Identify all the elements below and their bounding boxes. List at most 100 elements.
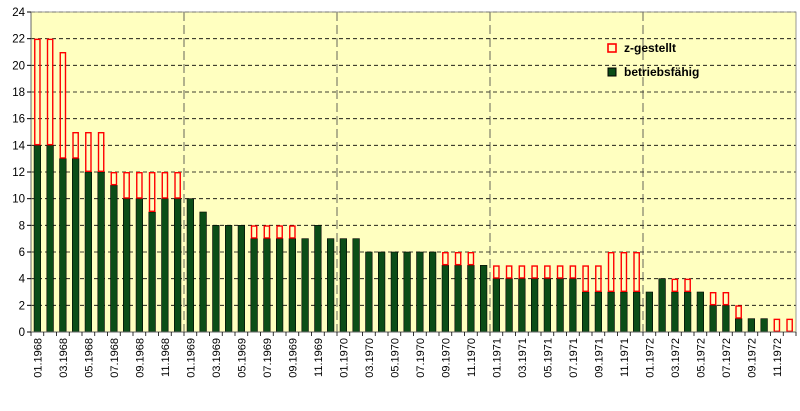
bar-betriebsfaehig <box>403 251 411 333</box>
bar-betriebsfaehig <box>225 225 233 333</box>
bar-betriebsfaehig <box>135 198 143 333</box>
bar-z-gestellt <box>174 171 181 199</box>
bar-betriebsfaehig <box>480 265 488 333</box>
bar-betriebsfaehig <box>390 251 398 333</box>
bar-betriebsfaehig <box>46 145 54 333</box>
y-tick-label: 18 <box>12 87 25 99</box>
bar-betriebsfaehig <box>327 238 335 333</box>
bar-betriebsfaehig <box>569 278 577 333</box>
bar-betriebsfaehig <box>288 238 296 333</box>
bar-z-gestellt <box>556 265 564 279</box>
bar-z-gestellt <box>276 225 283 239</box>
x-tick-label: 07.1969 <box>262 338 274 378</box>
bar-z-gestellt <box>684 278 691 293</box>
legend-swatch-z-gestellt <box>607 43 617 53</box>
bar-z-gestellt <box>123 171 130 199</box>
x-tick-label: 07.1970 <box>415 338 427 378</box>
x-tick-label: 01.1971 <box>491 338 503 378</box>
bar-z-gestellt <box>148 171 156 212</box>
bar-z-gestellt <box>518 265 526 279</box>
x-tick-label: 09.1972 <box>746 338 758 378</box>
bar-betriebsfaehig <box>365 251 373 333</box>
x-tick-label: 07.1972 <box>721 338 733 378</box>
bar-betriebsfaehig <box>492 278 500 333</box>
y-tick-label: 4 <box>19 274 26 286</box>
bar-z-gestellt <box>671 278 679 293</box>
bar-betriebsfaehig <box>174 198 182 333</box>
bar-betriebsfaehig <box>59 158 67 333</box>
bar-betriebsfaehig <box>684 291 692 333</box>
bar-betriebsfaehig <box>696 291 704 333</box>
bar-betriebsfaehig <box>454 265 462 333</box>
y-tick-label: 6 <box>19 247 25 259</box>
bar-betriebsfaehig <box>110 185 118 333</box>
bar-z-gestellt <box>59 52 67 159</box>
x-tick-label: 09.1971 <box>593 338 605 378</box>
bar-z-gestellt <box>582 265 589 292</box>
y-tick-label: 14 <box>12 140 25 152</box>
bar-betriebsfaehig <box>722 305 730 333</box>
bar-betriebsfaehig <box>148 211 156 333</box>
bar-betriebsfaehig <box>263 238 271 333</box>
bar-betriebsfaehig <box>607 291 615 333</box>
legend-label-z-gestellt: z-gestellt <box>624 41 676 55</box>
y-tick-label: 24 <box>12 7 25 19</box>
legend-swatch-betriebsfaehig <box>607 67 617 77</box>
bar-betriebsfaehig <box>33 145 41 333</box>
x-tick-label: 03.1969 <box>211 338 223 378</box>
x-tick-label: 05.1970 <box>389 338 401 378</box>
x-tick-label: 11.1969 <box>313 338 325 377</box>
x-tick-label: 09.1968 <box>134 338 146 378</box>
x-tick-label: 11.1972 <box>772 338 784 377</box>
bar-z-gestellt <box>607 251 615 292</box>
bar-betriebsfaehig <box>352 238 360 333</box>
bar-z-gestellt <box>467 251 475 266</box>
x-tick-label: 09.1969 <box>287 338 299 378</box>
bar-betriebsfaehig <box>161 198 169 333</box>
bar-betriebsfaehig <box>709 305 717 333</box>
x-tick-label: 03.1970 <box>364 338 376 378</box>
bar-z-gestellt <box>722 292 730 306</box>
bar-z-gestellt <box>263 225 271 239</box>
x-tick-label: 09.1970 <box>440 338 452 378</box>
bar-betriebsfaehig <box>760 318 768 333</box>
bar-betriebsfaehig <box>582 291 590 333</box>
bar-z-gestellt <box>289 225 296 239</box>
bar-betriebsfaehig <box>633 291 641 333</box>
bar-betriebsfaehig <box>97 171 105 333</box>
x-tick-label: 03.1968 <box>58 338 70 378</box>
bar-z-gestellt <box>595 265 602 292</box>
x-tick-label: 07.1968 <box>109 338 121 378</box>
bar-betriebsfaehig <box>556 278 564 333</box>
x-tick-label: 01.1970 <box>338 338 350 378</box>
bar-z-gestellt <box>97 131 105 172</box>
bar-betriebsfaehig <box>339 238 347 333</box>
bar-betriebsfaehig <box>594 291 602 333</box>
bar-betriebsfaehig <box>212 225 220 333</box>
y-tick-label: 12 <box>12 167 25 179</box>
bar-betriebsfaehig <box>314 225 322 333</box>
bar-betriebsfaehig <box>620 291 628 333</box>
bar-z-gestellt <box>34 38 41 146</box>
y-tick-label: 0 <box>19 327 25 339</box>
bar-betriebsfaehig <box>123 198 131 333</box>
bar-betriebsfaehig <box>199 211 207 333</box>
y-tick-label: 16 <box>12 114 25 126</box>
bar-z-gestellt <box>250 225 258 239</box>
legend: z-gestellt betriebsfähig <box>607 41 699 79</box>
bar-betriebsfaehig <box>378 251 386 333</box>
y-tick-label: 10 <box>12 194 25 206</box>
bar-z-gestellt <box>454 251 462 266</box>
bar-z-gestellt <box>493 265 500 279</box>
x-tick-label: 05.1968 <box>83 338 95 378</box>
bar-betriebsfaehig <box>237 225 245 333</box>
x-tick-label: 01.1972 <box>644 338 656 378</box>
x-tick-label: 07.1971 <box>568 338 580 378</box>
bar-z-gestellt <box>544 265 551 279</box>
bar-betriebsfaehig <box>531 278 539 333</box>
bar-betriebsfaehig <box>72 158 80 333</box>
x-tick-label: 05.1971 <box>542 338 554 378</box>
bar-z-gestellt <box>46 38 54 146</box>
